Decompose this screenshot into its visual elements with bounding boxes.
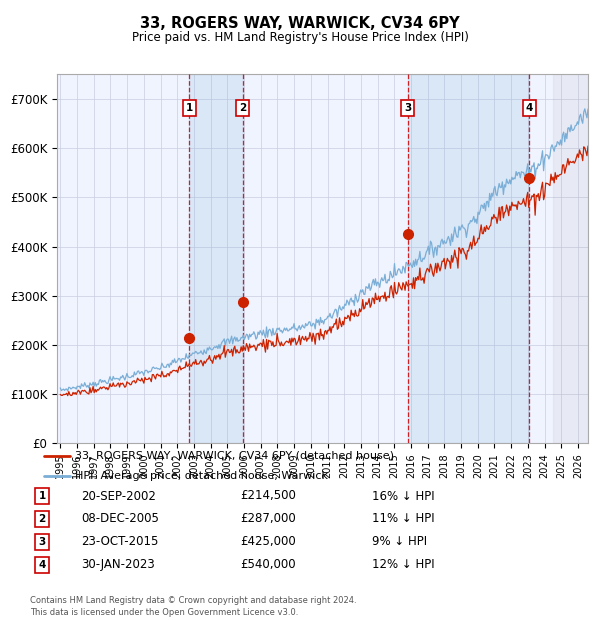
Text: 4: 4 xyxy=(38,560,46,570)
Bar xyxy=(189,74,243,443)
Text: 2: 2 xyxy=(239,102,247,113)
Text: 9% ↓ HPI: 9% ↓ HPI xyxy=(372,536,427,548)
Text: 23-OCT-2015: 23-OCT-2015 xyxy=(81,536,158,548)
Text: 2: 2 xyxy=(38,514,46,524)
Text: 4: 4 xyxy=(526,102,533,113)
Bar xyxy=(553,74,588,443)
Bar xyxy=(408,74,529,443)
Text: Price paid vs. HM Land Registry's House Price Index (HPI): Price paid vs. HM Land Registry's House … xyxy=(131,31,469,44)
Text: 12% ↓ HPI: 12% ↓ HPI xyxy=(372,559,434,571)
Text: £540,000: £540,000 xyxy=(240,559,296,571)
Text: 16% ↓ HPI: 16% ↓ HPI xyxy=(372,490,434,502)
Text: £214,500: £214,500 xyxy=(240,490,296,502)
Text: HPI: Average price, detached house, Warwick: HPI: Average price, detached house, Warw… xyxy=(75,471,328,481)
Text: 20-SEP-2002: 20-SEP-2002 xyxy=(81,490,156,502)
Text: £425,000: £425,000 xyxy=(240,536,296,548)
Text: 3: 3 xyxy=(38,537,46,547)
Text: 11% ↓ HPI: 11% ↓ HPI xyxy=(372,513,434,525)
Text: 3: 3 xyxy=(404,102,412,113)
Text: 1: 1 xyxy=(38,491,46,501)
Text: 1: 1 xyxy=(185,102,193,113)
Text: 33, ROGERS WAY, WARWICK, CV34 6PY: 33, ROGERS WAY, WARWICK, CV34 6PY xyxy=(140,16,460,30)
Text: 30-JAN-2023: 30-JAN-2023 xyxy=(81,559,155,571)
Text: Contains HM Land Registry data © Crown copyright and database right 2024.
This d: Contains HM Land Registry data © Crown c… xyxy=(30,596,356,617)
Text: £287,000: £287,000 xyxy=(240,513,296,525)
Text: 08-DEC-2005: 08-DEC-2005 xyxy=(81,513,159,525)
Bar xyxy=(553,74,588,443)
Text: 33, ROGERS WAY, WARWICK, CV34 6PY (detached house): 33, ROGERS WAY, WARWICK, CV34 6PY (detac… xyxy=(75,451,394,461)
